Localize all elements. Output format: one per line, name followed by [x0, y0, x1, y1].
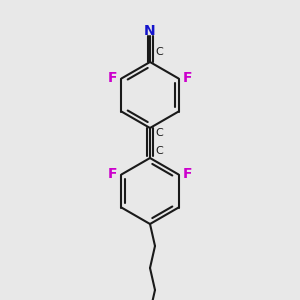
Text: F: F — [183, 167, 192, 181]
Text: F: F — [183, 70, 192, 85]
Text: N: N — [144, 24, 156, 38]
Text: C: C — [155, 47, 163, 57]
Text: F: F — [108, 167, 117, 181]
Text: F: F — [108, 70, 117, 85]
Text: C: C — [155, 146, 163, 156]
Text: C: C — [155, 128, 163, 138]
